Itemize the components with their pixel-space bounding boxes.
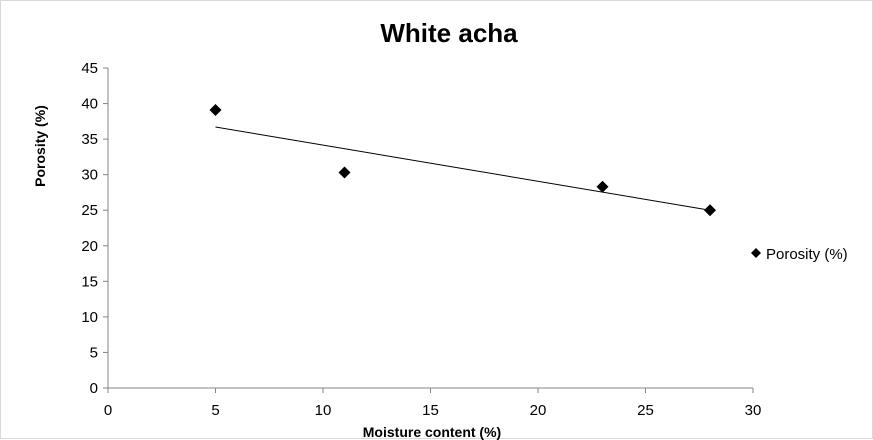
y-tick-label: 5 xyxy=(90,344,98,361)
y-tick-label: 0 xyxy=(90,380,98,397)
legend: Porosity (%) xyxy=(751,246,848,263)
y-tick-label: 35 xyxy=(81,131,98,148)
y-tick-label: 30 xyxy=(81,167,98,184)
data-point xyxy=(338,166,351,179)
data-points xyxy=(209,103,716,217)
x-tick-label: 10 xyxy=(315,402,332,419)
y-tick-label: 40 xyxy=(81,96,98,113)
trendline xyxy=(215,126,711,211)
x-tick-label: 30 xyxy=(745,402,762,419)
data-point xyxy=(596,180,609,193)
y-axis-label: Porosity (%) xyxy=(32,105,48,187)
y-tick-label: 25 xyxy=(81,202,98,219)
legend-label: Porosity (%) xyxy=(766,246,848,263)
data-point xyxy=(704,204,716,217)
data-point xyxy=(209,103,222,116)
x-axis-label: Moisture content (%) xyxy=(363,424,501,440)
y-tick-label: 15 xyxy=(81,273,98,290)
y-tick-label: 45 xyxy=(81,60,98,77)
x-tick-label: 5 xyxy=(211,402,219,419)
axes: 0 5 10 15 20 25 30 35 40 45 0 5 10 15 20 25 30 xyxy=(81,60,761,419)
x-tick-label: 20 xyxy=(530,402,547,419)
x-tick-label: 15 xyxy=(422,402,439,419)
x-tick-label: 25 xyxy=(637,402,654,419)
trendline-group xyxy=(215,126,711,211)
y-tick-label: 10 xyxy=(81,309,98,326)
x-tick-label: 0 xyxy=(104,402,112,419)
legend-marker-icon xyxy=(751,248,761,258)
y-tick-label: 20 xyxy=(81,238,98,255)
chart-title: White acha xyxy=(380,18,518,48)
